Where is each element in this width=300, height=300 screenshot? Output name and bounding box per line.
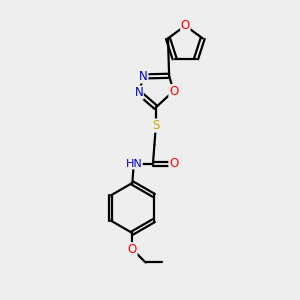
Text: HN: HN (125, 159, 142, 169)
Text: N: N (134, 86, 143, 99)
Text: O: O (169, 85, 178, 98)
Text: N: N (139, 70, 148, 83)
Text: O: O (128, 243, 137, 256)
Text: S: S (152, 119, 160, 132)
Text: O: O (181, 19, 190, 32)
Text: O: O (169, 157, 178, 170)
